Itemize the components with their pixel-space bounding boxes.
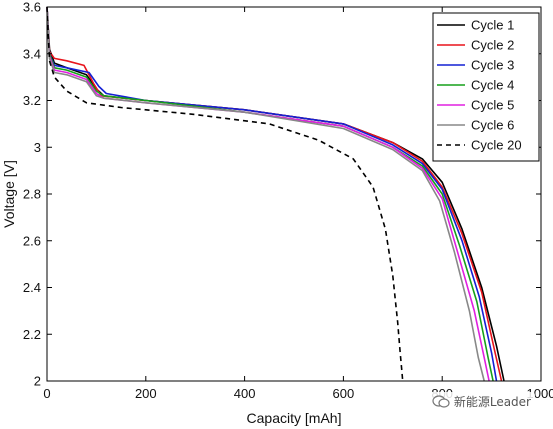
x-tick-label: 200 xyxy=(135,386,157,401)
y-tick-label: 2.2 xyxy=(23,327,41,342)
legend-label: Cycle 6 xyxy=(471,118,514,133)
y-tick-label: 2 xyxy=(34,374,41,389)
y-tick-label: 2.4 xyxy=(23,280,41,295)
plot-area xyxy=(46,6,505,382)
y-tick-label: 3.6 xyxy=(23,0,41,15)
legend-label: Cycle 4 xyxy=(471,78,514,93)
x-tick-label: 400 xyxy=(234,386,256,401)
legend-label: Cycle 3 xyxy=(471,58,514,73)
y-tick-label: 3.2 xyxy=(23,93,41,108)
series-line-5 xyxy=(46,6,490,382)
y-tick-label: 2.8 xyxy=(23,187,41,202)
chat-bubbles-icon xyxy=(432,394,450,408)
watermark-text: 新能源Leader xyxy=(453,395,531,409)
y-tick-label: 2.6 xyxy=(23,233,41,248)
series-line-6 xyxy=(46,6,485,382)
series-line-4 xyxy=(46,6,494,382)
x-tick-label: 600 xyxy=(333,386,355,401)
y-tick-label: 3.4 xyxy=(23,46,41,61)
watermark: 新能源Leader xyxy=(427,392,535,411)
y-tick-label: 3 xyxy=(34,140,41,155)
legend-label: Cycle 5 xyxy=(471,98,514,113)
y-axis-label: Voltage [V] xyxy=(1,160,17,228)
legend-box xyxy=(432,12,540,162)
series-line-3 xyxy=(46,6,498,382)
legend-label: Cycle 20 xyxy=(471,138,522,153)
x-tick-label: 0 xyxy=(43,386,50,401)
series-line-7 xyxy=(46,6,404,382)
legend-label: Cycle 2 xyxy=(471,38,514,53)
legend: Cycle 1 Cycle 2 Cycle 3 Cycle 4 Cycle 5 Cycle… xyxy=(432,12,540,162)
x-axis-label: Capacity [mAh] xyxy=(247,410,342,426)
legend-label: Cycle 1 xyxy=(471,18,514,33)
